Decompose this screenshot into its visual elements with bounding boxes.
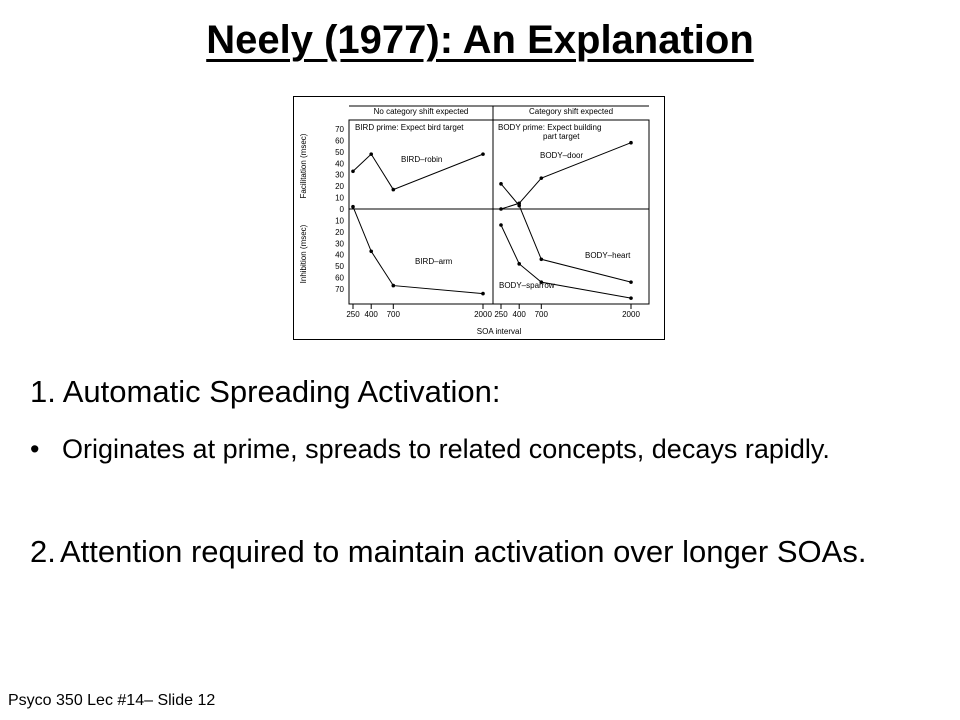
series-line [500,183,632,283]
y-tick-label: 70 [335,285,344,294]
y-tick-label: 60 [335,274,344,283]
x-tick-label: 400 [513,310,527,319]
series-line [352,206,484,295]
y-tick-label: 50 [335,148,344,157]
slide-footer: Psyco 350 Lec #14– Slide 12 [8,692,216,709]
data-point [629,140,633,145]
panel-left-header: No category shift expected [374,107,469,116]
bullet-text: Originates at prime, spreads to related … [62,434,830,464]
series-label: BIRD–arm [415,257,453,266]
facilitation-inhibition-chart: No category shift expected Category shif… [293,96,665,340]
data-point [369,152,373,156]
data-point [499,207,503,211]
data-point [499,223,503,227]
y-tick-label: 70 [335,125,344,134]
y-tick-label: 0 [340,205,345,214]
y-tick-label: 20 [335,182,344,191]
y-tick-label: 30 [335,171,344,180]
y-label-inhibition: Inhibition (msec) [299,224,308,283]
slide-title: Neely (1977): An Explanation [206,18,754,62]
x-tick-label: 2000 [622,310,640,319]
y-tick-label: 10 [335,216,344,225]
data-point [481,291,485,296]
data-point [629,280,633,284]
x-tick-label: 700 [535,310,549,319]
bullet-glyph: • [30,434,40,464]
figure-border [293,96,665,340]
panel-right-condition-1: BODY prime: Expect building [498,123,601,132]
point-2-number: 2. [30,534,56,569]
data-point [499,182,503,186]
neely-figure: No category shift expected Category shif… [293,96,665,340]
data-point [369,249,373,254]
y-tick-label: 20 [335,228,344,237]
y-tick-label: 50 [335,262,344,271]
panel-right-condition-2: part target [543,132,580,141]
data-point [391,187,396,192]
panel-right-header: Category shift expected [529,107,613,116]
y-tick-label: 40 [335,159,344,168]
y-tick-label: 40 [335,251,344,260]
y-tick-label: 60 [335,136,344,145]
data-point [539,257,544,262]
data-point [351,169,355,174]
data-point [481,152,485,156]
series-line [500,224,632,299]
y-label-facilitation: Facilitation (msec) [299,133,308,198]
x-tick-label: 2000 [474,310,492,319]
series-line [500,142,632,210]
x-tick-label: 400 [365,310,379,319]
panel-left-condition: BIRD prime: Expect bird target [355,123,464,132]
point-1: 1. Automatic Spreading Activation: [30,374,501,409]
data-point [351,204,355,209]
data-point [539,176,544,180]
y-tick-label: 10 [335,194,344,203]
series-label: BODY–sparrow [499,281,555,290]
series-line [352,153,484,191]
x-axis-label: SOA interval [477,327,522,336]
x-tick-label: 700 [387,310,401,319]
series-label: BODY–heart [585,251,631,260]
series-label: BODY–door [540,151,583,160]
x-tick-label: 250 [494,310,508,319]
point-2-text: Attention required to maintain activatio… [60,534,867,569]
data-point [391,283,396,288]
data-point [517,203,521,208]
x-tick-label: 250 [346,310,360,319]
y-tick-label: 30 [335,239,344,248]
series-label: BIRD–robin [401,155,442,164]
data-point [539,280,544,284]
data-point [629,296,633,300]
data-point [517,262,521,266]
